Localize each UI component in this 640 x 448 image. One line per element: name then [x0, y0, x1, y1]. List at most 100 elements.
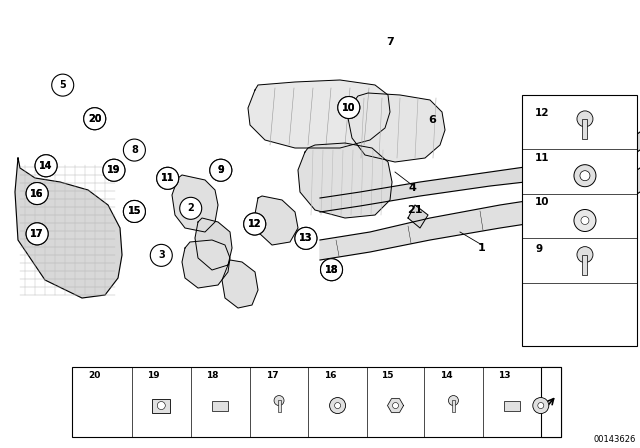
Text: 00143626: 00143626: [594, 435, 636, 444]
Circle shape: [124, 139, 145, 161]
Polygon shape: [320, 132, 640, 212]
Polygon shape: [15, 158, 122, 298]
Polygon shape: [248, 80, 390, 148]
Polygon shape: [348, 93, 445, 162]
Polygon shape: [195, 218, 232, 270]
Text: 20: 20: [88, 114, 102, 124]
Circle shape: [244, 213, 266, 235]
Bar: [504, 401, 520, 410]
Circle shape: [449, 396, 458, 405]
Text: 14: 14: [39, 161, 53, 171]
Text: 16: 16: [30, 189, 44, 198]
Text: 13: 13: [299, 233, 313, 243]
Text: 20: 20: [88, 371, 100, 380]
Bar: [582, 254, 588, 275]
Circle shape: [321, 258, 342, 281]
Circle shape: [35, 155, 57, 177]
Text: 17: 17: [30, 229, 44, 239]
Text: 9: 9: [218, 165, 224, 175]
Circle shape: [52, 74, 74, 96]
Text: 9: 9: [535, 244, 542, 254]
Text: 19: 19: [107, 165, 121, 175]
Text: 21: 21: [407, 205, 423, 215]
Circle shape: [580, 171, 590, 181]
Text: 6: 6: [428, 115, 436, 125]
Text: 12: 12: [248, 219, 262, 229]
Text: 2: 2: [188, 203, 194, 213]
Text: 17: 17: [30, 229, 44, 239]
Circle shape: [581, 216, 589, 224]
Circle shape: [103, 159, 125, 181]
Text: 4: 4: [408, 183, 416, 193]
Circle shape: [335, 403, 340, 409]
Text: 9: 9: [218, 165, 224, 175]
Circle shape: [157, 167, 179, 190]
Circle shape: [157, 167, 179, 190]
Circle shape: [210, 159, 232, 181]
Text: 10: 10: [342, 103, 356, 112]
Text: 18: 18: [206, 371, 219, 380]
Circle shape: [84, 108, 106, 130]
Text: 16: 16: [324, 371, 337, 380]
Circle shape: [274, 396, 284, 405]
Text: 1: 1: [478, 243, 486, 253]
Circle shape: [26, 223, 48, 245]
Text: 18: 18: [324, 265, 339, 275]
Text: 15: 15: [381, 371, 394, 380]
Circle shape: [330, 397, 346, 414]
Text: 11: 11: [161, 173, 175, 183]
Circle shape: [103, 159, 125, 181]
Polygon shape: [255, 196, 298, 245]
Circle shape: [244, 213, 266, 235]
Circle shape: [210, 159, 232, 181]
Polygon shape: [298, 143, 392, 218]
Circle shape: [26, 182, 48, 205]
Circle shape: [157, 401, 165, 409]
Circle shape: [295, 227, 317, 250]
Text: 16: 16: [30, 189, 44, 198]
Text: 3: 3: [158, 250, 164, 260]
Bar: [152, 399, 170, 413]
Bar: [541, 367, 561, 437]
Circle shape: [26, 223, 48, 245]
Circle shape: [35, 155, 57, 177]
Bar: [452, 400, 455, 412]
Polygon shape: [408, 205, 428, 228]
Text: 10: 10: [535, 198, 550, 207]
Text: 20: 20: [88, 114, 102, 124]
Text: 11: 11: [161, 173, 175, 183]
Text: 17: 17: [266, 371, 278, 380]
Circle shape: [338, 96, 360, 119]
Text: 12: 12: [248, 219, 262, 229]
Circle shape: [532, 397, 548, 414]
Circle shape: [150, 244, 172, 267]
Text: 12: 12: [535, 108, 550, 118]
Text: 14: 14: [440, 371, 453, 380]
Text: 13: 13: [498, 371, 511, 380]
Polygon shape: [172, 175, 218, 232]
Circle shape: [574, 165, 596, 187]
Circle shape: [180, 197, 202, 220]
Circle shape: [577, 111, 593, 127]
Text: 15: 15: [127, 207, 141, 216]
Polygon shape: [388, 399, 404, 413]
Polygon shape: [222, 260, 258, 308]
Bar: [72, 367, 561, 437]
Text: 13: 13: [299, 233, 313, 243]
Circle shape: [338, 96, 360, 119]
Bar: [212, 401, 228, 410]
Text: 8: 8: [131, 145, 138, 155]
Text: 19: 19: [147, 371, 160, 380]
Circle shape: [124, 200, 145, 223]
Circle shape: [574, 210, 596, 232]
Text: 10: 10: [342, 103, 356, 112]
Circle shape: [84, 108, 106, 130]
Circle shape: [295, 227, 317, 250]
Text: 14: 14: [39, 161, 53, 171]
Text: 5: 5: [60, 80, 66, 90]
Text: 15: 15: [127, 207, 141, 216]
Polygon shape: [320, 168, 640, 260]
Text: 11: 11: [535, 153, 550, 163]
Text: 7: 7: [386, 37, 394, 47]
Text: 18: 18: [324, 265, 339, 275]
